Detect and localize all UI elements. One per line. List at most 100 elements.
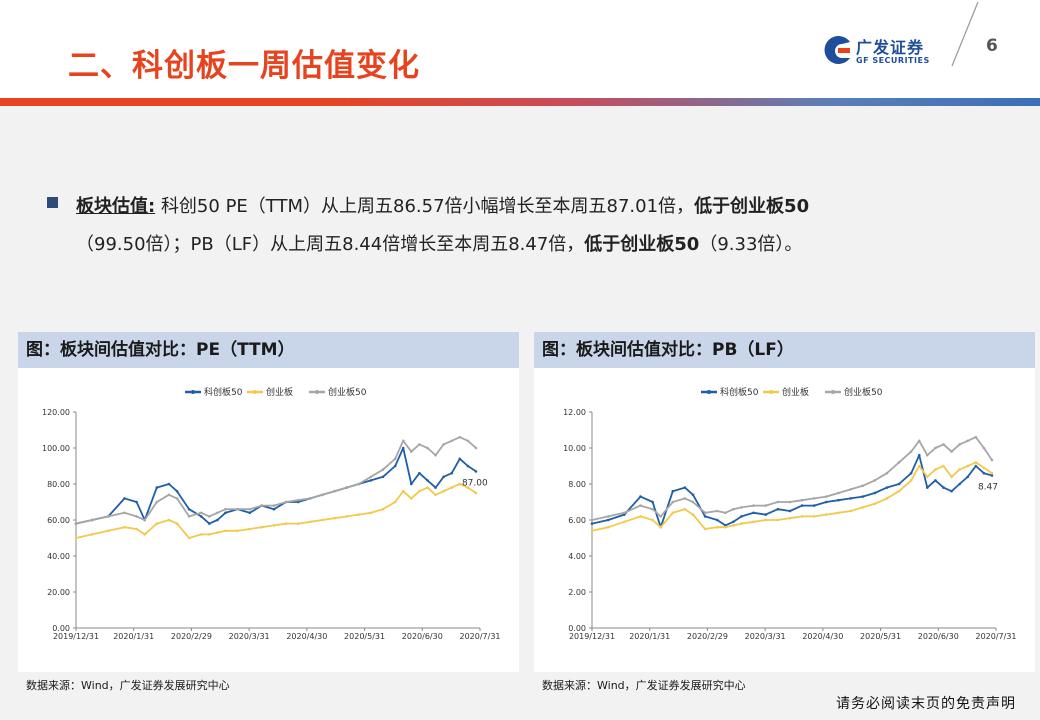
data-point	[764, 518, 768, 522]
data-point	[703, 511, 707, 515]
x-tick-label: 2020/2/29	[171, 632, 212, 641]
data-point	[418, 489, 421, 493]
y-tick-label: 0.00	[52, 624, 70, 633]
data-point	[659, 515, 662, 518]
data-point	[458, 482, 462, 486]
data-point	[683, 507, 687, 511]
data-point	[926, 453, 929, 457]
data-point	[958, 482, 961, 486]
data-point	[167, 518, 171, 522]
series-line-2	[591, 436, 993, 521]
data-point	[466, 439, 470, 443]
data-point	[155, 486, 159, 489]
data-point	[357, 482, 361, 486]
legend-marker	[191, 390, 195, 394]
data-point	[296, 498, 300, 502]
data-point	[715, 509, 719, 513]
data-point	[187, 515, 191, 518]
page-title: 二、科创板一周估值变化	[68, 48, 420, 84]
data-point	[442, 489, 445, 493]
data-point	[426, 446, 429, 450]
data-point	[837, 511, 840, 515]
data-point	[909, 479, 913, 482]
legend-label: 创业板	[266, 386, 293, 398]
data-point	[788, 500, 792, 504]
data-point	[837, 498, 840, 502]
data-point	[732, 524, 735, 527]
x-tick-label: 2020/4/30	[802, 632, 843, 641]
data-point	[458, 435, 462, 439]
data-point	[990, 471, 994, 475]
pb-chart-source: 数据来源：Wind，广发证券发展研究中心	[542, 679, 746, 692]
data-point	[393, 500, 397, 504]
data-point	[740, 506, 743, 509]
data-point	[897, 489, 901, 493]
data-point	[167, 482, 171, 486]
y-tick-label: 8.00	[568, 480, 586, 489]
data-point	[942, 443, 945, 446]
end-data-label: 8.47	[978, 483, 998, 493]
data-point	[442, 443, 445, 446]
x-tick-label: 2020/3/31	[229, 632, 270, 641]
x-tick-label: 2020/5/31	[344, 632, 385, 641]
data-point	[296, 522, 300, 525]
data-point	[926, 486, 929, 489]
y-tick-label: 60.00	[47, 516, 70, 525]
legend-marker	[315, 390, 319, 394]
data-point	[732, 507, 735, 511]
data-point	[434, 486, 437, 489]
data-point	[199, 533, 203, 536]
data-point	[187, 507, 191, 511]
data-point	[974, 464, 978, 468]
data-point	[950, 489, 953, 493]
data-point	[260, 525, 264, 529]
x-tick-label: 2020/6/30	[402, 632, 443, 641]
x-tick-label: 2019/12/31	[53, 632, 99, 641]
data-point	[369, 479, 373, 482]
data-point	[623, 511, 626, 515]
summary-bold-2: 低于创业板50	[584, 234, 700, 255]
data-point	[450, 471, 454, 475]
data-point	[651, 518, 654, 522]
summary-text-3: （9.33倍）。	[699, 234, 803, 255]
data-point	[309, 520, 312, 524]
data-point	[123, 525, 126, 529]
y-tick-label: 20.00	[47, 588, 70, 597]
data-point	[800, 515, 804, 518]
data-point	[691, 493, 695, 497]
data-point	[873, 491, 877, 495]
x-tick-label: 2020/1/31	[113, 632, 154, 641]
pe-chart: 0.00 20.00 40.00 60.00 80.00 100.00 120.00 2019…	[42, 386, 501, 641]
data-point	[776, 507, 780, 511]
data-point	[466, 486, 470, 489]
data-point	[224, 511, 227, 515]
data-point	[691, 513, 695, 516]
header-color-band	[0, 98, 1040, 106]
data-point	[590, 522, 594, 525]
data-point	[474, 491, 478, 495]
data-point	[812, 515, 816, 518]
data-point	[410, 482, 413, 486]
data-point	[418, 471, 421, 475]
data-point	[123, 511, 126, 515]
data-point	[143, 518, 146, 522]
data-point	[861, 506, 864, 509]
data-point	[861, 484, 864, 488]
data-point	[849, 509, 852, 513]
legend-marker	[769, 390, 773, 394]
data-point	[740, 522, 743, 525]
data-point	[974, 435, 978, 439]
gf-logo-icon	[824, 36, 850, 64]
data-point	[942, 464, 945, 468]
data-point	[825, 500, 828, 504]
data-point	[764, 513, 768, 516]
data-point	[683, 486, 687, 489]
data-point	[966, 439, 970, 443]
data-point	[90, 533, 94, 536]
legend-marker	[707, 390, 711, 394]
data-point	[590, 518, 594, 522]
summary-bold-1: 低于创业板50	[694, 196, 810, 217]
data-point	[272, 507, 276, 511]
data-point	[224, 507, 227, 511]
data-point	[434, 493, 437, 497]
